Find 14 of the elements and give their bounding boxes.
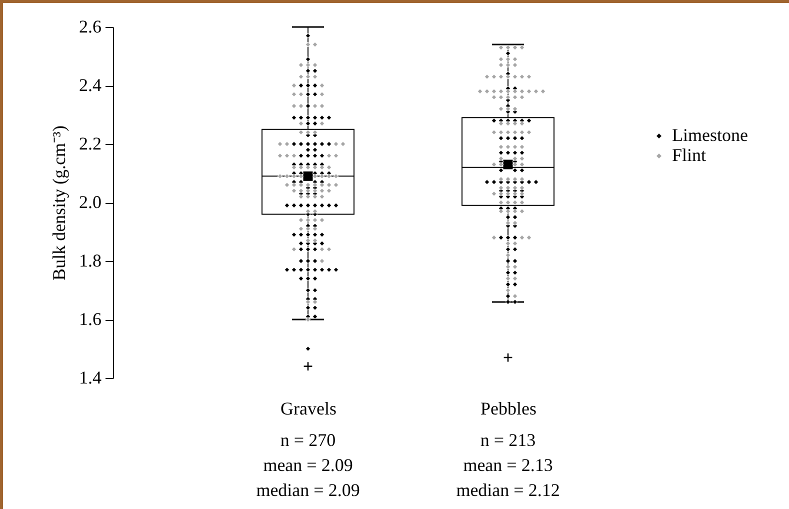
y-tick-label: 2.4 <box>79 75 102 95</box>
text: n = 270 mean = 2.09 median = 2.09 <box>256 430 360 500</box>
y-tick-label: 1.8 <box>79 250 102 270</box>
y-tick-label: 2.2 <box>79 134 102 154</box>
text: n = 213 mean = 2.13 median = 2.12 <box>456 430 560 500</box>
y-tick-label: 1.4 <box>79 368 102 388</box>
x-tick-label: Gravels <box>280 398 336 418</box>
x-tick-label: Pebbles <box>480 398 536 418</box>
legend-label: Limestone <box>672 125 748 145</box>
y-tick-label: 2.0 <box>79 192 102 212</box>
y-axis-title: Bulk density (g.cm⁻³) <box>49 126 69 280</box>
y-tick-label: 2.6 <box>79 16 102 36</box>
legend-label: Flint <box>672 145 706 165</box>
y-tick-label: 1.6 <box>79 309 102 329</box>
